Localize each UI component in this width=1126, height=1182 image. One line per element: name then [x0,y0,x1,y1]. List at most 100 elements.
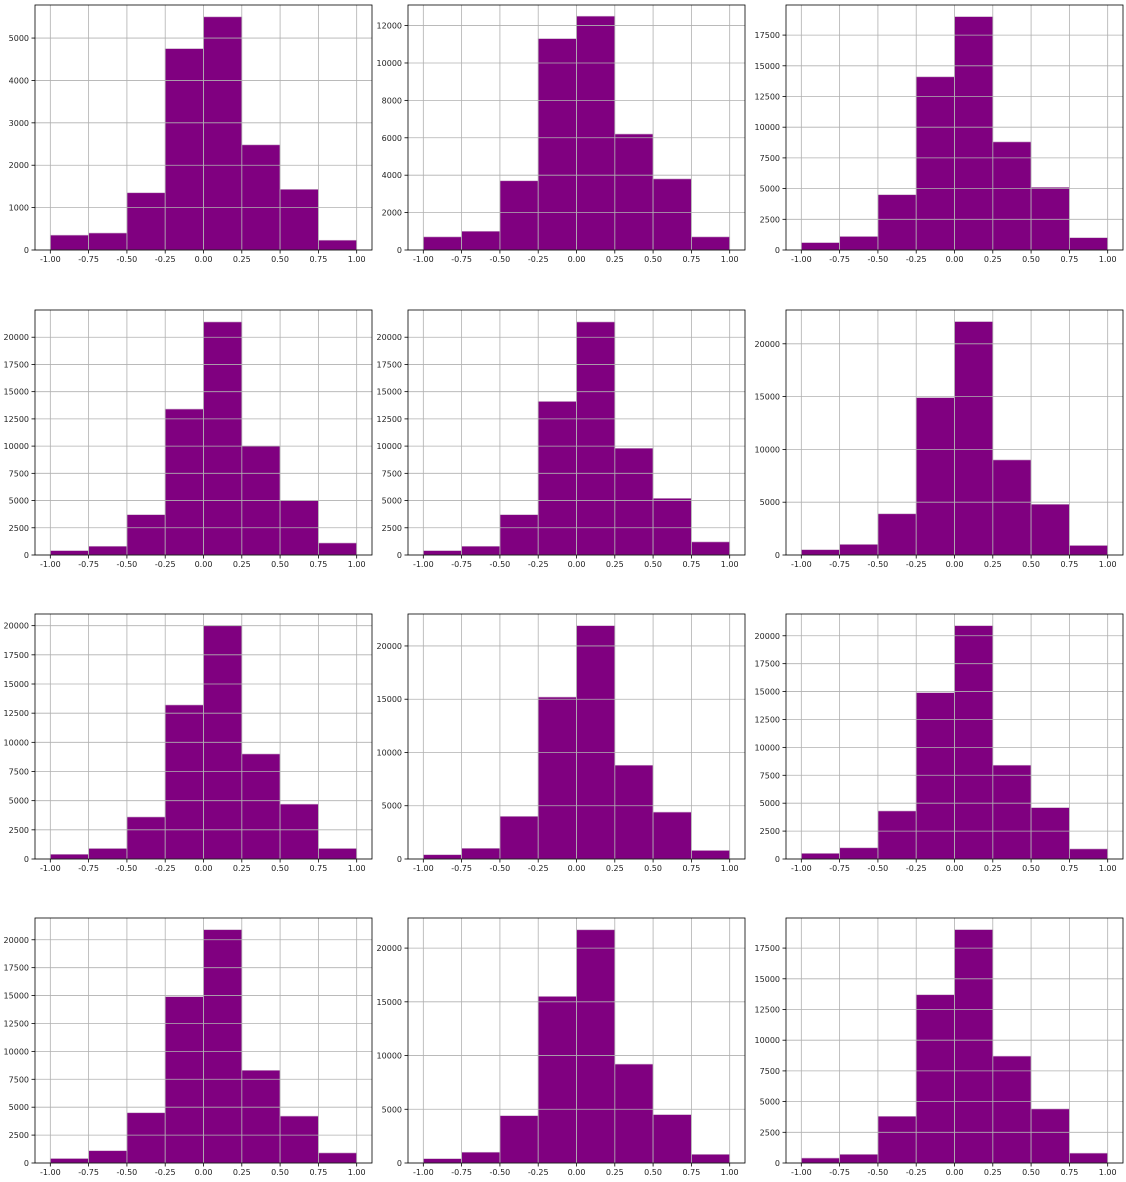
y-tick-label: 7500 [760,1067,780,1076]
x-tick-label: -0.25 [528,255,549,264]
y-tick-label: 5000 [760,799,780,808]
y-tick-label: 2500 [382,524,402,533]
x-tick-label: -0.25 [155,255,176,264]
y-tick-label: 12500 [755,1005,780,1014]
x-tick-label: 1.00 [721,864,739,873]
bar [423,854,462,860]
x-tick-label: 0.50 [271,255,289,264]
bar [691,1154,730,1164]
bar [877,194,917,251]
axes-frame [407,917,746,1164]
bar [877,810,917,860]
y-tick-label: 17500 [755,31,780,40]
x-tick-label: 1.00 [721,1168,739,1177]
x-tick-label: 0.50 [271,864,289,873]
bar [1030,504,1070,556]
x-tick-label: -1.00 [413,560,434,569]
y-tick-label: 17500 [4,964,29,973]
x-tick-label: 0.50 [1022,560,1040,569]
bar [241,1070,281,1164]
x-tick-label: 0.50 [1022,864,1040,873]
bar [839,1154,879,1164]
bar [241,144,281,251]
x-tick-label: 0.75 [1060,255,1078,264]
y-tick-label: 17500 [377,360,402,369]
x-tick-label: -0.25 [906,560,927,569]
bar [203,16,243,251]
bar [954,321,994,556]
bar [954,16,994,251]
bar [839,544,879,556]
bar [499,514,539,556]
y-tick-label: 0 [775,855,780,864]
bar [801,853,840,860]
bar [537,996,577,1164]
x-tick-label: -0.25 [906,864,927,873]
x-tick-label: -0.25 [528,864,549,873]
x-tick-label: 1.00 [348,560,366,569]
x-tick-label: -0.25 [155,560,176,569]
bar [88,1150,128,1164]
bar [954,625,994,860]
y-tick-label: 12000 [377,22,402,31]
bar [954,929,994,1164]
axes-frame [785,309,1124,556]
x-tick-label: 0.75 [309,864,327,873]
y-tick-label: 0 [24,855,29,864]
axes-frame [34,917,373,1164]
x-tick-label: -0.75 [451,255,472,264]
y-tick-label: 5000 [382,802,402,811]
x-tick-label: 0.00 [568,560,586,569]
x-tick-label: -1.00 [40,255,61,264]
bar [652,498,692,556]
bar [279,189,319,251]
y-tick-label: 10000 [377,1052,402,1061]
x-tick-label: -0.50 [868,1168,889,1177]
x-tick-label: 0.75 [309,255,327,264]
bar [537,401,577,556]
y-tick-label: 20000 [377,944,402,953]
bar [126,514,166,556]
bar [318,239,357,251]
bar [801,549,840,556]
y-tick-label: 3000 [9,119,29,128]
bar [915,692,955,860]
y-tick-label: 20000 [755,340,780,349]
y-tick-label: 15000 [4,992,29,1001]
y-tick-label: 4000 [9,76,29,85]
bar [839,236,879,251]
x-tick-label: -1.00 [413,255,434,264]
axes-frame [407,613,746,860]
y-tick-label: 5000 [9,497,29,506]
x-tick-label: -0.50 [490,255,511,264]
x-tick-label: -0.25 [906,255,927,264]
bar [318,1152,357,1164]
x-tick-label: 0.50 [1022,255,1040,264]
axes-frame [785,917,1124,1164]
bar [801,242,840,251]
x-tick-label: -0.75 [78,1168,99,1177]
bar [126,816,166,860]
x-tick-label: 0.25 [984,255,1002,264]
bar [126,192,166,251]
x-tick-label: -0.75 [829,560,850,569]
y-tick-label: 10000 [755,445,780,454]
x-tick-label: 0.75 [682,1168,700,1177]
x-tick-label: 0.25 [984,864,1002,873]
y-tick-label: 20000 [4,333,29,342]
y-tick-label: 2500 [760,1128,780,1137]
bar [499,180,539,251]
bar [801,1157,840,1164]
bar [279,1115,319,1164]
y-tick-label: 20000 [755,632,780,641]
y-tick-label: 10000 [4,442,29,451]
bar [614,1063,654,1164]
x-tick-label: -0.75 [78,255,99,264]
x-tick-label: 0.00 [195,864,213,873]
x-tick-label: 0.25 [233,1168,251,1177]
axes-frame [407,309,746,556]
x-tick-label: 0.75 [1060,864,1078,873]
x-tick-label: -0.50 [117,864,138,873]
y-tick-label: 2500 [9,1131,29,1140]
bar [164,996,204,1164]
